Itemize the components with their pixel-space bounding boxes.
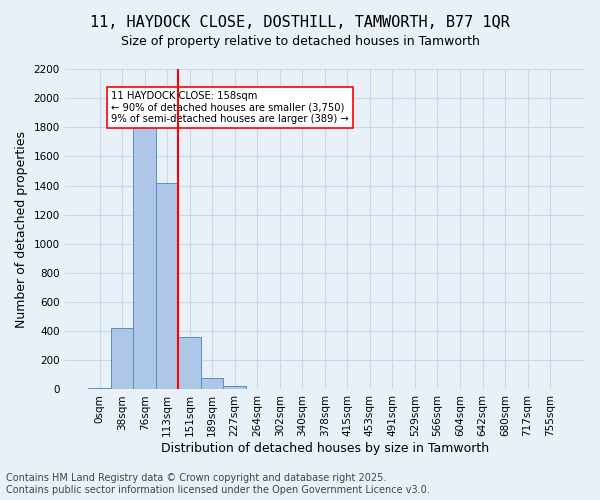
Bar: [133, 123, 156, 390]
Bar: [156, 184, 178, 390]
Bar: [178, 337, 201, 390]
Text: 11, HAYDOCK CLOSE, DOSTHILL, TAMWORTH, B77 1QR: 11, HAYDOCK CLOSE, DOSTHILL, TAMWORTH, B…: [90, 15, 510, 30]
Bar: [111, 328, 133, 390]
Bar: [88, 388, 111, 390]
Text: 11 HAYDOCK CLOSE: 158sqm
← 90% of detached houses are smaller (3,750)
9% of semi: 11 HAYDOCK CLOSE: 158sqm ← 90% of detach…: [111, 91, 349, 124]
Text: Contains HM Land Registry data © Crown copyright and database right 2025.
Contai: Contains HM Land Registry data © Crown c…: [6, 474, 430, 495]
X-axis label: Distribution of detached houses by size in Tamworth: Distribution of detached houses by size …: [161, 442, 489, 455]
Bar: [246, 388, 269, 390]
Text: Size of property relative to detached houses in Tamworth: Size of property relative to detached ho…: [121, 35, 479, 48]
Y-axis label: Number of detached properties: Number of detached properties: [15, 130, 28, 328]
Bar: [201, 378, 223, 390]
Bar: [223, 386, 246, 390]
